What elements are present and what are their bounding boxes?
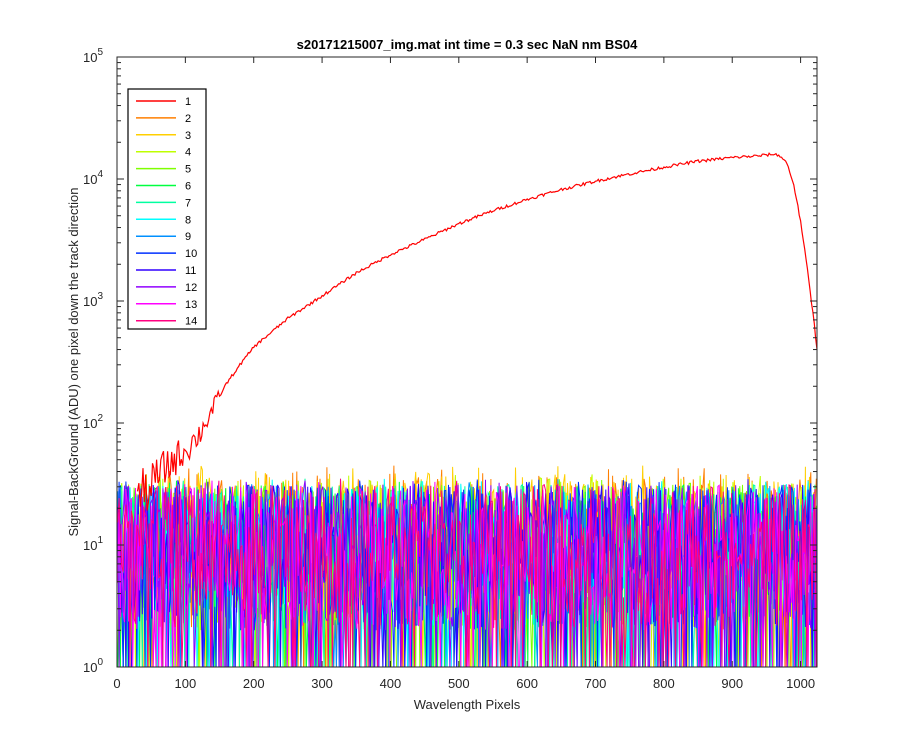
x-tick-label: 600: [516, 676, 538, 691]
legend-box: [127, 88, 207, 330]
legend-label: 4: [185, 147, 191, 159]
y-axis-label: Signal-BackGround (ADU) one pixel down t…: [66, 187, 81, 536]
series-layer: [117, 152, 818, 668]
y-tick-label: 104: [83, 169, 103, 187]
series-line-1: [136, 152, 818, 511]
x-axis-label: Wavelength Pixels: [414, 697, 521, 712]
y-tick-label: 100: [83, 657, 103, 675]
plot-area: 0 100 200 300 400 500 600 700 800 900 1000 1001011…: [83, 47, 818, 691]
x-tick-label: 900: [721, 676, 743, 691]
x-tick-label: 0: [113, 676, 120, 691]
x-tick-label: 1000: [786, 676, 815, 691]
legend-label: 9: [185, 231, 191, 243]
legend-label: 2: [185, 113, 191, 125]
legend-label: 6: [185, 181, 191, 193]
plot-frame: [116, 56, 818, 668]
legend-label: 12: [185, 282, 197, 294]
x-tick-label: 500: [448, 676, 470, 691]
x-tick-label: 300: [311, 676, 333, 691]
y-tick-label: 105: [83, 47, 103, 65]
legend-label: 3: [185, 130, 191, 142]
legend-label: 1: [185, 96, 191, 108]
legend-label: 13: [185, 299, 197, 311]
legend-label: 10: [185, 248, 197, 260]
x-tick-label: 700: [585, 676, 607, 691]
series-line-14: [117, 478, 817, 668]
x-tick-label: 800: [653, 676, 675, 691]
legend-label: 11: [185, 265, 196, 277]
y-tick-label: 103: [83, 291, 103, 309]
y-tick-label: 102: [83, 413, 103, 431]
x-tick-label: 100: [175, 676, 197, 691]
legend-label: 7: [185, 197, 191, 209]
y-tick-label: 101: [83, 535, 103, 553]
legend-label: 8: [185, 214, 191, 226]
legend-label: 5: [185, 164, 191, 176]
x-axis: 0 100 200 300 400 500 600 700 800 900 1000: [113, 57, 815, 691]
chart-title: s20171215007_img.mat int time = 0.3 sec …: [297, 37, 638, 52]
x-tick-label: 400: [380, 676, 402, 691]
x-tick-label: 200: [243, 676, 265, 691]
legend-label: 14: [185, 316, 197, 328]
